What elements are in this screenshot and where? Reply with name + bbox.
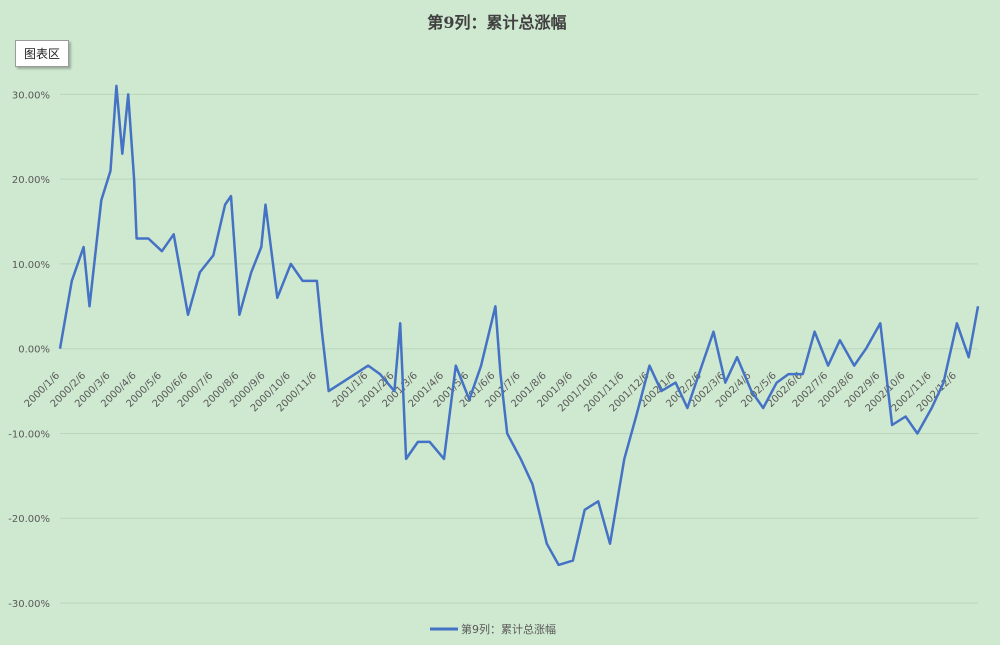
y-tick-label: 0.00% [18,345,50,356]
chart-title: 第9列：累计总涨幅 [427,13,566,32]
y-tick-label: 30.00% [12,90,50,101]
legend: 第9列：累计总涨幅 [430,622,556,636]
series-layer [58,84,980,567]
y-axis-ticks: 30.00% 20.00% 10.00% 0.00% -10.00% -20.00% -30… [8,90,50,610]
y-tick-label: 10.00% [12,260,50,271]
y-tick-label: 20.00% [12,175,50,186]
chart-area-badge: 图表区 [15,40,70,67]
series-line-0 [58,84,980,567]
x-axis-ticks: 2000/1/62000/2/62000/3/62000/4/62000/5/6… [23,370,959,414]
gridlines [60,93,978,604]
y-tick-label: -30.00% [8,599,50,610]
y-tick-label: -10.00% [8,429,50,440]
legend-label: 第9列：累计总涨幅 [461,622,556,636]
y-tick-label: -20.00% [8,514,50,525]
